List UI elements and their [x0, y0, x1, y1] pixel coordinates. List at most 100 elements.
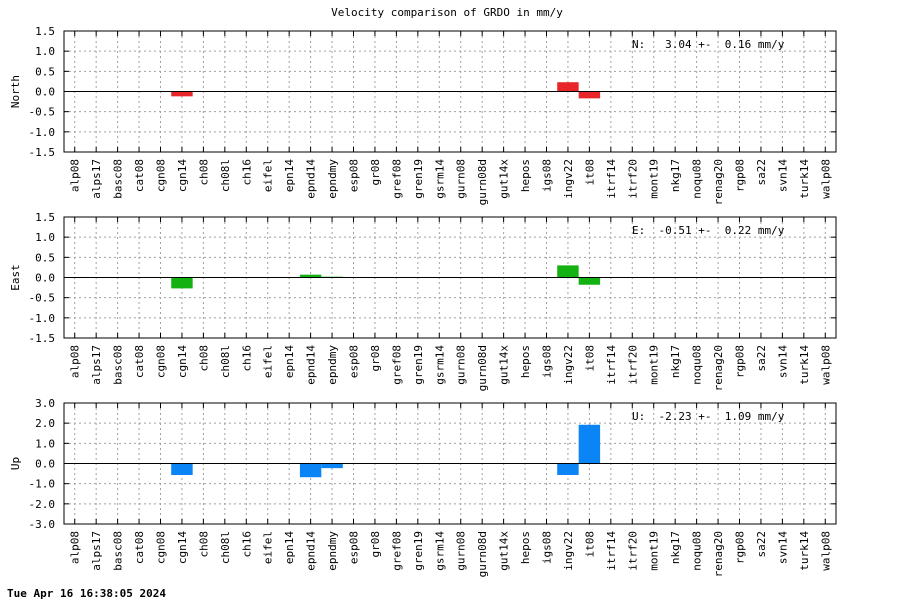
x-tick-label: noqu08	[691, 159, 704, 199]
x-tick-label: alp08	[69, 159, 82, 192]
x-tick-label: itrf20	[626, 159, 639, 199]
x-tick-label: gref08	[390, 531, 403, 571]
x-tick-label: ch08	[197, 531, 210, 558]
y-axis-label: North	[9, 75, 22, 108]
x-tick-label: eifel	[262, 345, 275, 378]
bar-cgn14	[171, 91, 193, 97]
x-tick-label: igs08	[541, 159, 554, 192]
bar-cgn14	[171, 463, 193, 475]
y-tick-label: -3.0	[29, 518, 56, 531]
y-tick-label: -0.5	[29, 292, 56, 305]
x-tick-label: walp08	[819, 159, 832, 199]
x-tick-label: igs08	[541, 531, 554, 564]
y-tick-label: -1.0	[29, 126, 56, 139]
x-tick-label: svn14	[776, 159, 789, 192]
x-tick-label: sa22	[755, 345, 768, 372]
y-tick-label: -0.5	[29, 106, 56, 119]
x-tick-label: gr08	[369, 531, 382, 558]
x-tick-label: renag20	[712, 159, 725, 205]
x-tick-label: epnd14	[305, 345, 318, 385]
x-tick-label: mont19	[648, 345, 661, 385]
x-tick-label: ingv22	[562, 159, 575, 199]
y-tick-label: 1.0	[35, 45, 55, 58]
x-tick-label: cgn08	[155, 159, 168, 192]
x-tick-label: gut14x	[498, 531, 511, 571]
x-tick-label: alps17	[90, 531, 103, 571]
x-tick-label: ch16	[240, 531, 253, 558]
y-tick-label: 1.0	[35, 437, 55, 450]
x-tick-label: svn14	[776, 531, 789, 564]
x-tick-label: epn14	[283, 159, 296, 192]
footer-timestamp: Tue Apr 16 16:38:05 2024	[7, 587, 166, 600]
x-tick-label: renag20	[712, 345, 725, 391]
x-tick-label: it08	[583, 531, 596, 558]
x-tick-label: cgn14	[176, 159, 189, 192]
x-tick-label: gut14x	[498, 159, 511, 199]
x-tick-label: gsrm14	[433, 531, 446, 571]
x-tick-label: igs08	[541, 345, 554, 378]
bar-epnd14	[299, 463, 322, 478]
bar-ingv22	[557, 265, 579, 278]
x-tick-label: epn14	[283, 531, 296, 564]
x-tick-label: gren19	[412, 159, 425, 199]
x-tick-label: ch08	[197, 345, 210, 372]
x-tick-label: ch08l	[219, 159, 232, 192]
x-tick-label: hepos	[519, 531, 532, 564]
panel-north: 1.5 1.0 0.5 0.0 -0.5 -1.0 -1.5 alp08 alps17 basc0…	[9, 25, 837, 205]
x-tick-label: nkg17	[669, 159, 682, 192]
x-tick-label: gut14x	[498, 345, 511, 385]
x-tick-label: gref08	[390, 159, 403, 199]
x-tick-label: gref08	[390, 345, 403, 385]
x-tick-label: renag20	[712, 531, 725, 577]
x-tick-label: cgn08	[155, 345, 168, 378]
x-tick-label: epndmy	[326, 531, 339, 571]
x-tick-label: gurn08	[455, 159, 468, 199]
x-tick-label: svn14	[776, 345, 789, 378]
y-tick-label: 0.0	[35, 272, 55, 285]
x-tick-label: rgp08	[734, 531, 747, 564]
x-tick-label: gurn08	[455, 345, 468, 385]
y-tick-label: 1.0	[35, 231, 55, 244]
x-tick-label: walp08	[819, 345, 832, 385]
bar-it08	[578, 277, 601, 285]
velocity-annotation: N: 3.04 +- 0.16 mm/y	[632, 38, 785, 51]
x-tick-label: ch08	[197, 159, 210, 186]
x-tick-label: gurn08d	[476, 531, 489, 577]
x-tick-label: esp08	[348, 531, 361, 564]
y-tick-label: -2.0	[29, 498, 56, 511]
x-tick-label: cgn08	[155, 531, 168, 564]
x-tick-label: eifel	[262, 159, 275, 192]
y-tick-label: -1.5	[29, 332, 56, 345]
x-tick-label: esp08	[348, 345, 361, 378]
x-tick-label: sa22	[755, 531, 768, 558]
bar-it08	[578, 424, 601, 464]
x-tick-label: mont19	[648, 159, 661, 199]
x-tick-label: cat08	[133, 159, 146, 192]
x-tick-label: cat08	[133, 531, 146, 564]
x-tick-label: esp08	[348, 159, 361, 192]
y-tick-label: 1.5	[35, 25, 55, 38]
x-tick-label: alp08	[69, 531, 82, 564]
x-tick-label: epndmy	[326, 345, 339, 385]
x-tick-label: gr08	[369, 159, 382, 186]
x-tick-label: nkg17	[669, 531, 682, 564]
x-tick-label: noqu08	[691, 531, 704, 571]
x-tick-label: it08	[583, 345, 596, 372]
y-tick-label: 0.0	[35, 86, 55, 99]
x-tick-label: itrf14	[605, 159, 618, 199]
y-tick-label: 2.0	[35, 417, 55, 430]
x-tick-label: hepos	[519, 345, 532, 378]
x-tick-label: rgp08	[734, 345, 747, 378]
x-tick-label: ch08l	[219, 345, 232, 378]
x-tick-label: alp08	[69, 345, 82, 378]
x-tick-label: basc08	[112, 159, 125, 199]
bar-epnd14	[299, 274, 322, 278]
x-tick-label: noqu08	[691, 345, 704, 385]
y-tick-label: 1.5	[35, 211, 55, 224]
panel-east: 1.5 1.0 0.5 0.0 -0.5 -1.0 -1.5 alp08 alps17 basc0…	[9, 211, 837, 391]
x-tick-label: epn14	[283, 345, 296, 378]
x-tick-label: nkg17	[669, 345, 682, 378]
plot-frame	[63, 402, 837, 525]
y-tick-label: 0.0	[35, 458, 55, 471]
